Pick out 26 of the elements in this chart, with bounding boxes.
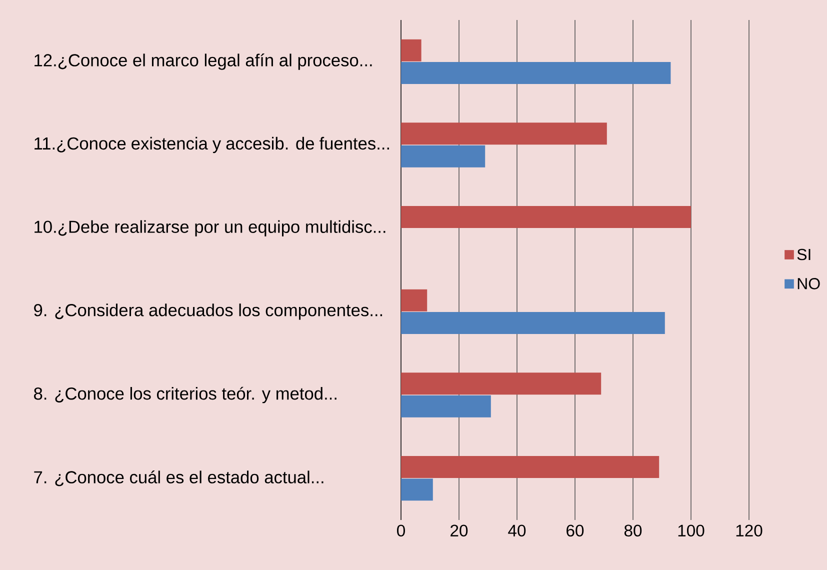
bar xyxy=(401,122,607,145)
x-tick-label: 40 xyxy=(508,524,526,537)
bar xyxy=(401,289,428,312)
y-tick-label: 9. ¿Considera adecuados los componentes... xyxy=(34,304,382,320)
x-tick-label: 120 xyxy=(736,524,762,537)
y-tick-label: 8. ¿Conoce los criterios teór. y metod... xyxy=(34,386,336,404)
x-tick-label: 20 xyxy=(450,524,468,537)
bar xyxy=(401,395,491,418)
y-tick-label: 7. ¿Conoce cuál es el estado actual... xyxy=(34,470,324,486)
x-tick-label: 60 xyxy=(566,524,584,537)
x-tick-label: 100 xyxy=(678,524,704,537)
bar xyxy=(401,478,433,501)
y-tick-label: 12.¿Conoce el marco legal afín al proceso... xyxy=(34,53,372,70)
legend-label: SI xyxy=(797,248,810,260)
x-tick-label: 0 xyxy=(397,524,405,537)
bar xyxy=(401,456,660,478)
y-tick-label: 11.¿Conoce existencia y accesib. de fuentes... xyxy=(34,136,389,154)
bar xyxy=(401,62,671,84)
bar xyxy=(401,145,486,168)
legend-label: NO xyxy=(798,278,820,290)
x-tick-label: 80 xyxy=(624,524,642,537)
bar xyxy=(401,39,422,62)
bar xyxy=(401,372,602,395)
bar xyxy=(401,206,691,228)
bar xyxy=(401,312,665,334)
y-tick-label: 10.¿Debe realizarse por un equipo multidisc... xyxy=(34,220,386,236)
